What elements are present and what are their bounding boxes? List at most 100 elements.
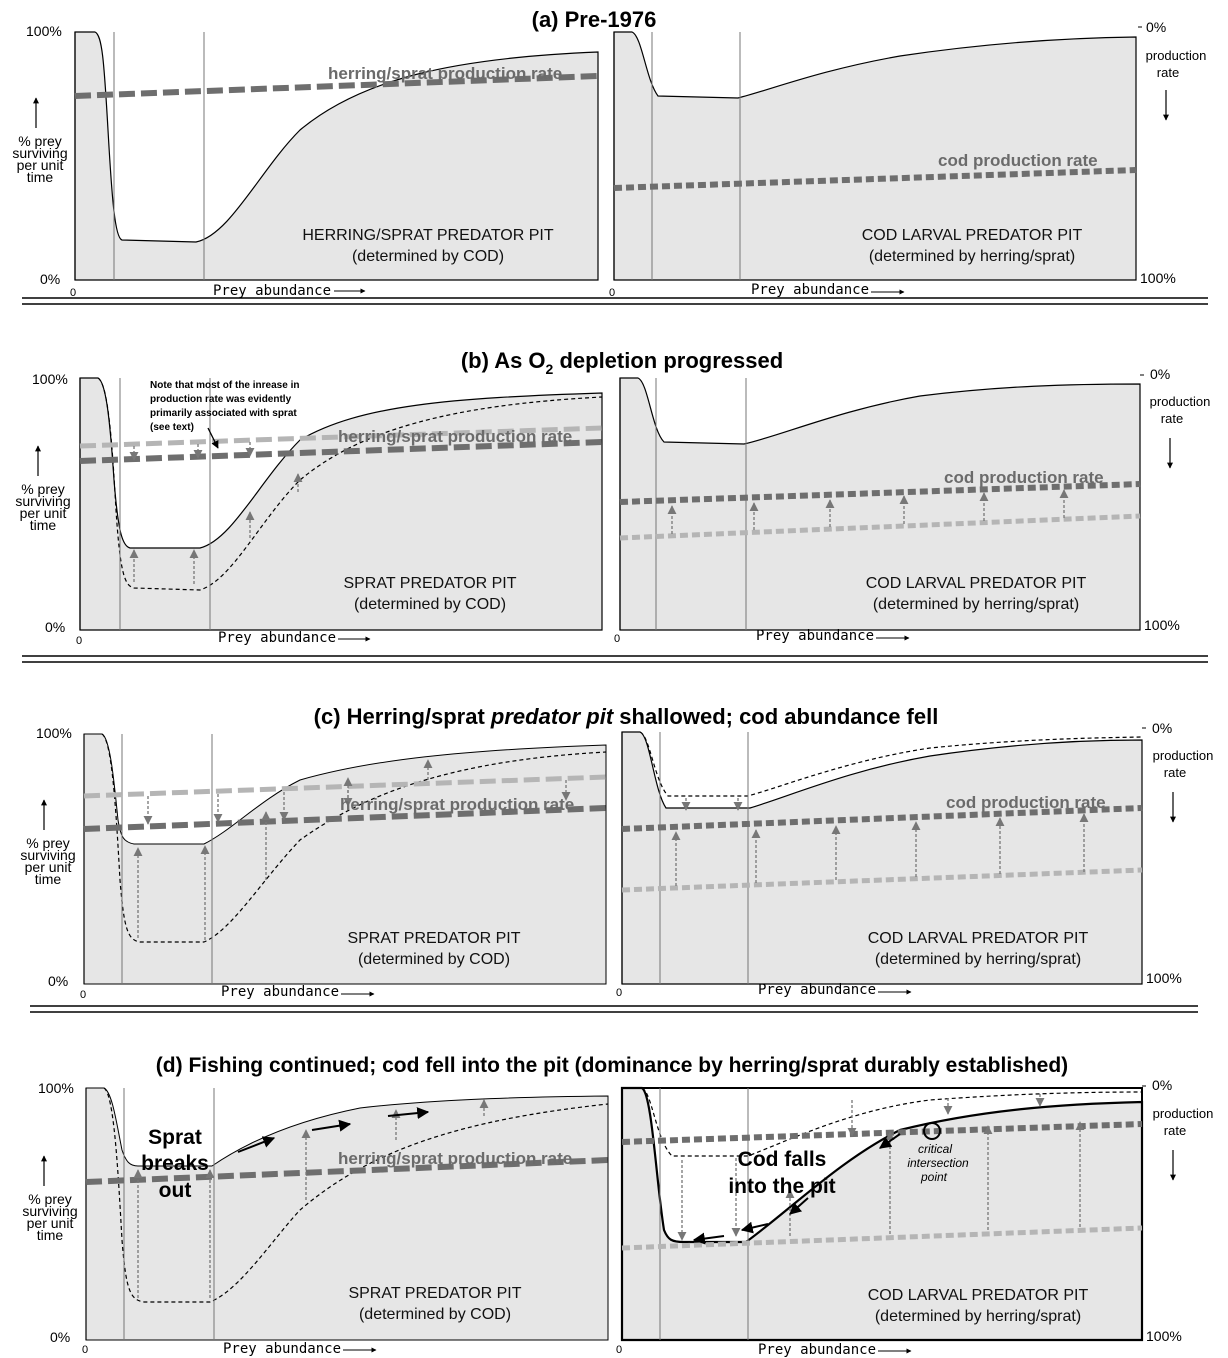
- row-b-right-panel: cod production rate COD LARVAL PREDATOR …: [614, 366, 1210, 645]
- svg-text:(see text): (see text): [150, 422, 194, 433]
- row-c-left-survival-curve: [83, 733, 607, 985]
- row-d-right-survival-curve: [620, 1086, 1144, 1342]
- svg-text:rate: rate: [1157, 65, 1179, 80]
- svg-text:production rate was evidently: production rate was evidently: [150, 394, 292, 405]
- svg-text:0: 0: [80, 989, 86, 1001]
- row-b-right-pit-subtitle: (determined by herring/sprat): [873, 596, 1079, 613]
- row-d-right-pit-title: COD LARVAL PREDATOR PIT: [868, 1287, 1089, 1304]
- svg-text:rate: rate: [1164, 765, 1186, 780]
- row-a-left-rate-label: herring/sprat production rate: [328, 64, 562, 83]
- row-c-right-pit-subtitle: (determined by herring/sprat): [875, 951, 1081, 968]
- svg-text:0%: 0%: [45, 619, 65, 635]
- svg-text:Prey abundance: Prey abundance: [223, 1341, 341, 1357]
- row-b-r-axis-label: production rate: [1150, 394, 1211, 469]
- svg-text:intersection: intersection: [907, 1156, 969, 1170]
- row-a-title: (a) Pre-1976: [532, 7, 657, 32]
- svg-text:0%: 0%: [1150, 366, 1170, 382]
- svg-text:into the pit: into the pit: [728, 1175, 835, 1198]
- row-c-right-survival-curve: [621, 731, 1143, 985]
- svg-text:Prey abundance: Prey abundance: [218, 630, 336, 646]
- svg-text:0%: 0%: [1152, 1077, 1172, 1093]
- svg-text:0: 0: [616, 987, 622, 999]
- row-d-old-cod-rate-line: [621, 1225, 1143, 1251]
- svg-text:0: 0: [614, 633, 620, 645]
- row-c-right-pit-title: COD LARVAL PREDATOR PIT: [868, 930, 1089, 947]
- row-a-r-axis-label: production rate: [1146, 48, 1207, 121]
- row-a-y-top: 100%: [26, 23, 62, 39]
- svg-text:per unit: per unit: [17, 157, 64, 173]
- row-d-right-pit-subtitle: (determined by herring/sprat): [875, 1308, 1081, 1325]
- row-c-right-rate-label: cod production rate: [946, 793, 1106, 812]
- svg-text:production: production: [1153, 1106, 1214, 1121]
- row-d-cod-falls-callout: Cod falls into the pit: [728, 1148, 835, 1198]
- row-c-right-old-pit: [639, 731, 1143, 797]
- svg-text:point: point: [920, 1170, 948, 1184]
- svg-text:0%: 0%: [1152, 720, 1172, 736]
- row-a-r-top: 0%: [1146, 19, 1166, 35]
- row-d-left-pit-title: SPRAT PREDATOR PIT: [348, 1285, 521, 1302]
- row-a-right-survival-curve: [613, 31, 1137, 281]
- svg-text:Note that most of the inrease: Note that most of the inrease in: [150, 380, 299, 391]
- row-c-right-panel: cod production rate COD LARVAL PREDATOR …: [616, 720, 1213, 999]
- svg-text:0%: 0%: [50, 1329, 70, 1345]
- svg-text:100%: 100%: [32, 371, 68, 387]
- svg-text:production: production: [1150, 394, 1211, 409]
- svg-text:per unit: per unit: [25, 859, 72, 875]
- row-a-y-bottom: 0%: [40, 271, 60, 287]
- row-c-right-shift-arrows: [671, 798, 1089, 886]
- row-d-critical-point-label: critical intersection point: [907, 1142, 969, 1184]
- svg-text:100%: 100%: [38, 1080, 74, 1096]
- svg-text:rate: rate: [1164, 1123, 1186, 1138]
- svg-text:time: time: [37, 1227, 64, 1243]
- row-b-title: (b) As O2 depletion progressed: [461, 348, 783, 377]
- row-c-left-shift-arrows: [133, 759, 571, 940]
- row-d-cod-rate-line: [621, 1121, 1143, 1145]
- row-c-y-axis-label: % prey surviving per unit time: [20, 799, 76, 887]
- row-a-right-rate-label: cod production rate: [938, 151, 1098, 170]
- row-a-right-pit-title: COD LARVAL PREDATOR PIT: [862, 227, 1083, 244]
- row-d-r-axis-label: production rate: [1153, 1106, 1214, 1181]
- svg-text:100%: 100%: [1146, 1328, 1182, 1344]
- svg-text:surviving: surviving: [15, 493, 70, 509]
- row-a-left-pit-subtitle: (determined by COD): [352, 248, 504, 265]
- svg-text:out: out: [159, 1179, 192, 1202]
- row-a: (a) Pre-1976 herring/sprat production ra…: [12, 7, 1208, 305]
- svg-text:100%: 100%: [36, 725, 72, 741]
- row-c-left-pit-title: SPRAT PREDATOR PIT: [347, 930, 520, 947]
- svg-text:rate: rate: [1161, 411, 1183, 426]
- row-b-left-rate-label: herring/sprat production rate: [338, 427, 572, 446]
- row-b-left-pit-title: SPRAT PREDATOR PIT: [343, 575, 516, 592]
- row-a-right-panel: cod production rate COD LARVAL PREDATOR …: [609, 19, 1206, 299]
- svg-text:0: 0: [82, 1344, 88, 1356]
- row-b-old-cod-rate-line: [619, 513, 1141, 541]
- row-d-left-pit-subtitle: (determined by COD): [359, 1306, 511, 1323]
- svg-text:0: 0: [76, 635, 82, 647]
- row-a-right-pit-subtitle: (determined by herring/sprat): [869, 248, 1075, 265]
- row-a-r-bottom: 100%: [1140, 270, 1176, 286]
- row-b-note: Note that most of the inrease in product…: [150, 380, 299, 449]
- row-d: (d) Fishing continued; cod fell into the…: [22, 1054, 1213, 1358]
- row-d-title: (d) Fishing continued; cod fell into the…: [156, 1054, 1068, 1077]
- svg-text:primarily associated with spra: primarily associated with sprat: [150, 408, 297, 419]
- row-b-left-pit-subtitle: (determined by COD): [354, 596, 506, 613]
- svg-text:100%: 100%: [1146, 970, 1182, 986]
- row-d-left-shift-arrows: [133, 1099, 489, 1298]
- svg-text:production: production: [1146, 48, 1207, 63]
- row-c-old-cod-rate-line: [621, 867, 1143, 893]
- svg-text:Prey abundance: Prey abundance: [758, 982, 876, 998]
- row-c-title: (c) Herring/sprat predator pit shallowed…: [314, 704, 939, 729]
- svg-text:time: time: [30, 517, 57, 533]
- svg-text:critical: critical: [918, 1142, 952, 1156]
- row-a-left-pit-title: HERRING/SPRAT PREDATOR PIT: [302, 227, 554, 244]
- row-d-cod-falls-arrows: [692, 1133, 901, 1245]
- row-c-left-pit-subtitle: (determined by COD): [358, 951, 510, 968]
- row-b-y-axis-label: % prey surviving per unit time: [15, 445, 71, 533]
- row-b-right-shift-arrows: [667, 489, 1069, 534]
- row-d-sprat-breaks-out-callout: Sprat breaks out: [141, 1126, 209, 1202]
- row-d-breakout-arrows: [237, 1107, 430, 1153]
- svg-text:100%: 100%: [1144, 617, 1180, 633]
- row-c-left-panel: herring/sprat production rate SPRAT PRED…: [20, 725, 607, 1001]
- row-d-right-panel: critical intersection point Cod falls in…: [616, 1077, 1213, 1358]
- svg-text:time: time: [27, 169, 54, 185]
